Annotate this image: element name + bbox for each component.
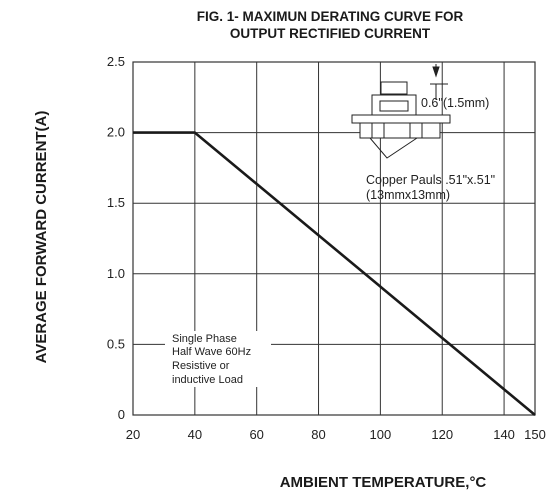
x-tick-label: 20 xyxy=(126,427,140,442)
conditions-line-1: Single Phase xyxy=(172,333,237,345)
y-tick-label: 1.5 xyxy=(107,195,125,210)
plot-frame xyxy=(132,61,536,416)
y-tick-label: 2.0 xyxy=(107,125,125,140)
x-tick-label: 150 xyxy=(524,427,546,442)
chart-title-line-2: OUTPUT RECTIFIED CURRENT xyxy=(230,26,431,41)
y-tick-label: 0 xyxy=(118,407,125,422)
copper-plate xyxy=(351,114,451,124)
series-layer xyxy=(133,131,536,417)
plate-label-line-1: Copper Pauls .51"x.51" xyxy=(366,173,495,187)
x-tick-label: 120 xyxy=(431,427,453,442)
package-inner xyxy=(379,100,409,112)
tick-labels: 20 40 60 80 100 120 140 150 0 0.5 1.0 1.5 2.0 2.5 xyxy=(107,54,546,442)
conditions-line-2: Half Wave 60Hz xyxy=(172,346,251,358)
x-tick-label: 80 xyxy=(311,427,325,442)
dimension-label: 0.6"(1.5mm) xyxy=(421,96,489,110)
y-tick-label: 0.5 xyxy=(107,336,125,351)
conditions-line-3: Resistive or xyxy=(172,360,230,372)
package-body xyxy=(380,81,408,95)
heatsink-wedge xyxy=(369,137,418,159)
x-tick-label: 40 xyxy=(188,427,202,442)
y-tick-label: 2.5 xyxy=(107,54,125,69)
plate-label-line-2: (13mmx13mm) xyxy=(366,188,450,202)
derating-curve xyxy=(133,131,536,417)
conditions-note-bg xyxy=(165,331,271,387)
conditions-note: Single Phase Half Wave 60Hz Resistive or… xyxy=(165,331,271,387)
plate-body xyxy=(359,122,441,139)
heatsink-diagram xyxy=(351,64,451,159)
y-axis-title: AVERAGE FORWARD CURRENT(A) xyxy=(33,111,50,364)
chart-title-line-1: FIG. 1- MAXIMUN DERATING CURVE FOR xyxy=(197,9,464,24)
y-tick-label: 1.0 xyxy=(107,266,125,281)
x-tick-label: 60 xyxy=(249,427,263,442)
conditions-line-4: inductive Load xyxy=(172,374,243,386)
x-axis-title: AMBIENT TEMPERATURE,°C xyxy=(280,474,487,491)
x-tick-label: 100 xyxy=(370,427,392,442)
x-tick-label: 140 xyxy=(493,427,515,442)
